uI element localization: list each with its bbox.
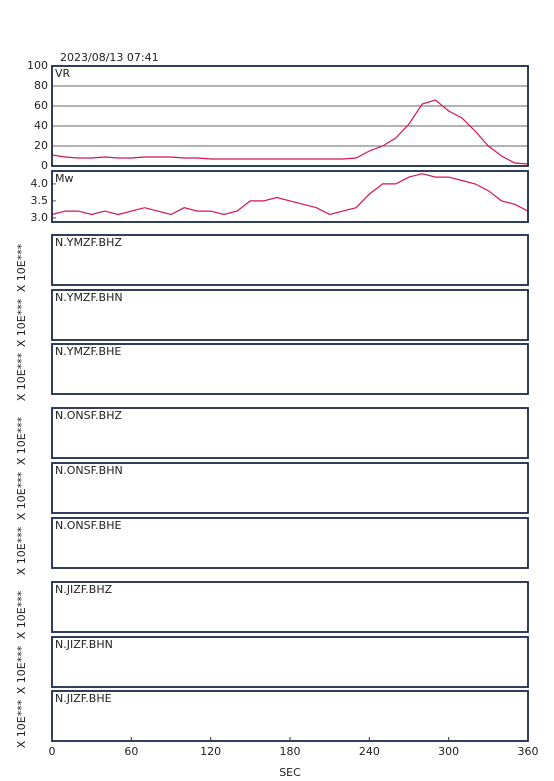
x-tick-label: 240 [359, 745, 380, 758]
y-axis-label: X 10E*** [15, 526, 28, 575]
y-axis-label: X 10E*** [15, 699, 28, 748]
panel-label: N.YMZF.BHE [55, 345, 121, 358]
data-line [51, 173, 529, 216]
panel-label: N.JIZF.BHN [55, 638, 113, 651]
chart-title: 2023/08/13 07:41 [60, 51, 159, 64]
y-axis-label: X 10E*** [15, 243, 28, 292]
x-axis-label: SEC [279, 766, 301, 779]
panel-label: N.YMZF.BHZ [55, 236, 122, 249]
panel-label: N.ONSF.BHE [55, 519, 121, 532]
y-tick-label: 4.0 [31, 177, 49, 190]
y-axis-label: X 10E*** [15, 298, 28, 347]
x-tick-label: 60 [124, 745, 138, 758]
y-tick-label: 3.0 [31, 211, 49, 224]
x-tick-label: 360 [518, 745, 539, 758]
panel-label: N.ONSF.BHN [55, 464, 123, 477]
x-tick-label: 120 [200, 745, 221, 758]
y-axis-label: X 10E*** [15, 471, 28, 520]
panel-frame [51, 581, 529, 633]
x-tick-label: 300 [438, 745, 459, 758]
panel-label: N.ONSF.BHZ [55, 409, 122, 422]
panel-frame [51, 636, 529, 688]
panel-frame [51, 234, 529, 286]
x-tick-label: 180 [280, 745, 301, 758]
y-axis-label: X 10E*** [15, 352, 28, 401]
y-tick-label: 100 [27, 59, 48, 72]
panel-frame [51, 462, 529, 514]
y-tick-label: 3.5 [31, 194, 49, 207]
y-tick-label: 60 [34, 99, 48, 112]
panel-frame [51, 289, 529, 341]
panel-frame [51, 517, 529, 569]
y-tick-label: 80 [34, 79, 48, 92]
panel-frame [51, 343, 529, 395]
y-axis-label: X 10E*** [15, 416, 28, 465]
y-axis-label: X 10E*** [15, 590, 28, 639]
data-line [51, 99, 529, 165]
y-tick-label: 20 [34, 139, 48, 152]
y-tick-label: 40 [34, 119, 48, 132]
panel-label: N.YMZF.BHN [55, 291, 123, 304]
y-tick-label: 0 [41, 159, 48, 172]
panel-label: Mw [55, 172, 74, 185]
panel-frame [51, 170, 529, 223]
panel-label: VR [55, 67, 71, 80]
x-tick-label: 0 [49, 745, 56, 758]
y-axis-label: X 10E*** [15, 645, 28, 694]
panel-frame [51, 65, 529, 167]
panel-frame [51, 407, 529, 459]
panel-label: N.JIZF.BHE [55, 692, 112, 705]
panel-label: N.JIZF.BHZ [55, 583, 113, 596]
panel-frame [51, 690, 529, 742]
